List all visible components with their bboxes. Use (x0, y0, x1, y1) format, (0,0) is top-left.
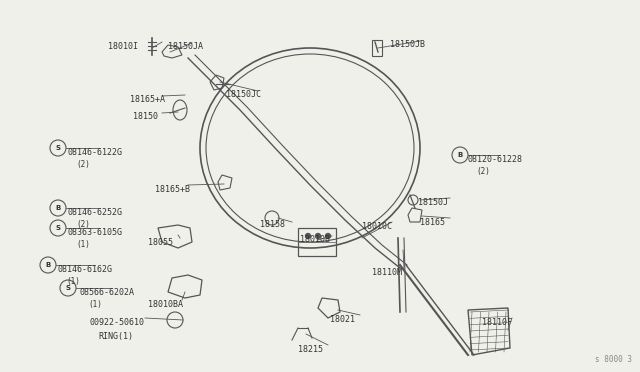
Text: 18010I: 18010I (108, 42, 138, 51)
Text: 18150JA: 18150JA (168, 42, 203, 51)
Text: 18150: 18150 (133, 112, 158, 121)
Text: 18150JC: 18150JC (226, 90, 261, 99)
Text: (1): (1) (66, 277, 80, 286)
Text: 18010BA: 18010BA (148, 300, 183, 309)
Text: B: B (458, 152, 463, 158)
Text: 18150J: 18150J (418, 198, 448, 207)
Text: (2): (2) (76, 220, 90, 229)
Text: 18010B: 18010B (300, 235, 330, 244)
Text: 18165+B: 18165+B (155, 185, 190, 194)
Text: S: S (56, 225, 61, 231)
Text: 18165: 18165 (420, 218, 445, 227)
Bar (298, 228, 336, 256)
Text: (2): (2) (76, 160, 90, 169)
Text: 08566-6202A: 08566-6202A (80, 288, 135, 297)
Circle shape (316, 234, 321, 238)
Text: B: B (56, 205, 61, 211)
Circle shape (326, 234, 330, 238)
Text: (1): (1) (88, 300, 102, 309)
Text: 00922-50610: 00922-50610 (90, 318, 145, 327)
Text: s 8000 3: s 8000 3 (595, 355, 632, 364)
Text: 08146-6252G: 08146-6252G (68, 208, 123, 217)
Text: 08146-6122G: 08146-6122G (68, 148, 123, 157)
Text: 08363-6105G: 08363-6105G (68, 228, 123, 237)
Text: B: B (45, 262, 51, 268)
Text: 18110F: 18110F (482, 318, 512, 327)
Text: S: S (65, 285, 70, 291)
Text: 18055: 18055 (148, 238, 173, 247)
Circle shape (305, 234, 310, 238)
Text: RING(1): RING(1) (98, 332, 133, 341)
Text: 08120-61228: 08120-61228 (468, 155, 523, 164)
Text: 18110M: 18110M (372, 268, 402, 277)
Text: 18010C: 18010C (362, 222, 392, 231)
Text: S: S (56, 145, 61, 151)
Text: 18150JB: 18150JB (390, 40, 425, 49)
Text: (1): (1) (76, 240, 90, 249)
Text: 18158: 18158 (260, 220, 285, 229)
Text: 18165+A: 18165+A (130, 95, 165, 104)
Bar (372, 40, 382, 56)
Text: 18021: 18021 (330, 315, 355, 324)
Text: 08146-6162G: 08146-6162G (58, 265, 113, 274)
Text: 18215: 18215 (298, 345, 323, 354)
Text: (2): (2) (476, 167, 490, 176)
